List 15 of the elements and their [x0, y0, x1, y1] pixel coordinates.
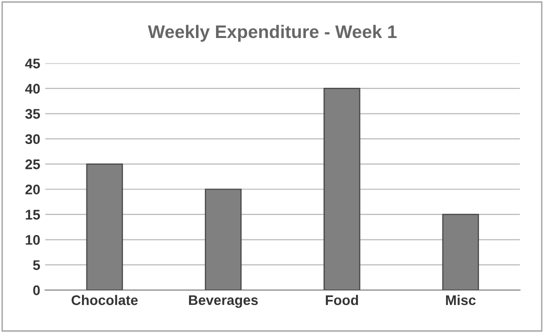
y-tick-label: 35	[25, 109, 40, 119]
y-tick-label: 45	[25, 58, 40, 68]
y-tick-label: 10	[26, 234, 40, 245]
y-tick-label: 30	[25, 134, 40, 144]
x-tick-label: Misc	[446, 294, 476, 306]
y-tick-label: 40	[25, 84, 40, 94]
x-tick-label: Food	[326, 294, 358, 306]
chart-title: Weekly Expenditure - Week 1	[148, 24, 397, 42]
y-tick-label: 0	[33, 285, 40, 296]
y-tick-label: 5	[33, 260, 40, 270]
x-tick-label: Chocolate	[72, 294, 138, 306]
y-tick-label: 15	[26, 210, 40, 220]
x-tick-label: Beverages	[189, 295, 258, 308]
y-tick-label: 25	[25, 159, 40, 170]
y-tick-label: 20	[25, 184, 40, 194]
